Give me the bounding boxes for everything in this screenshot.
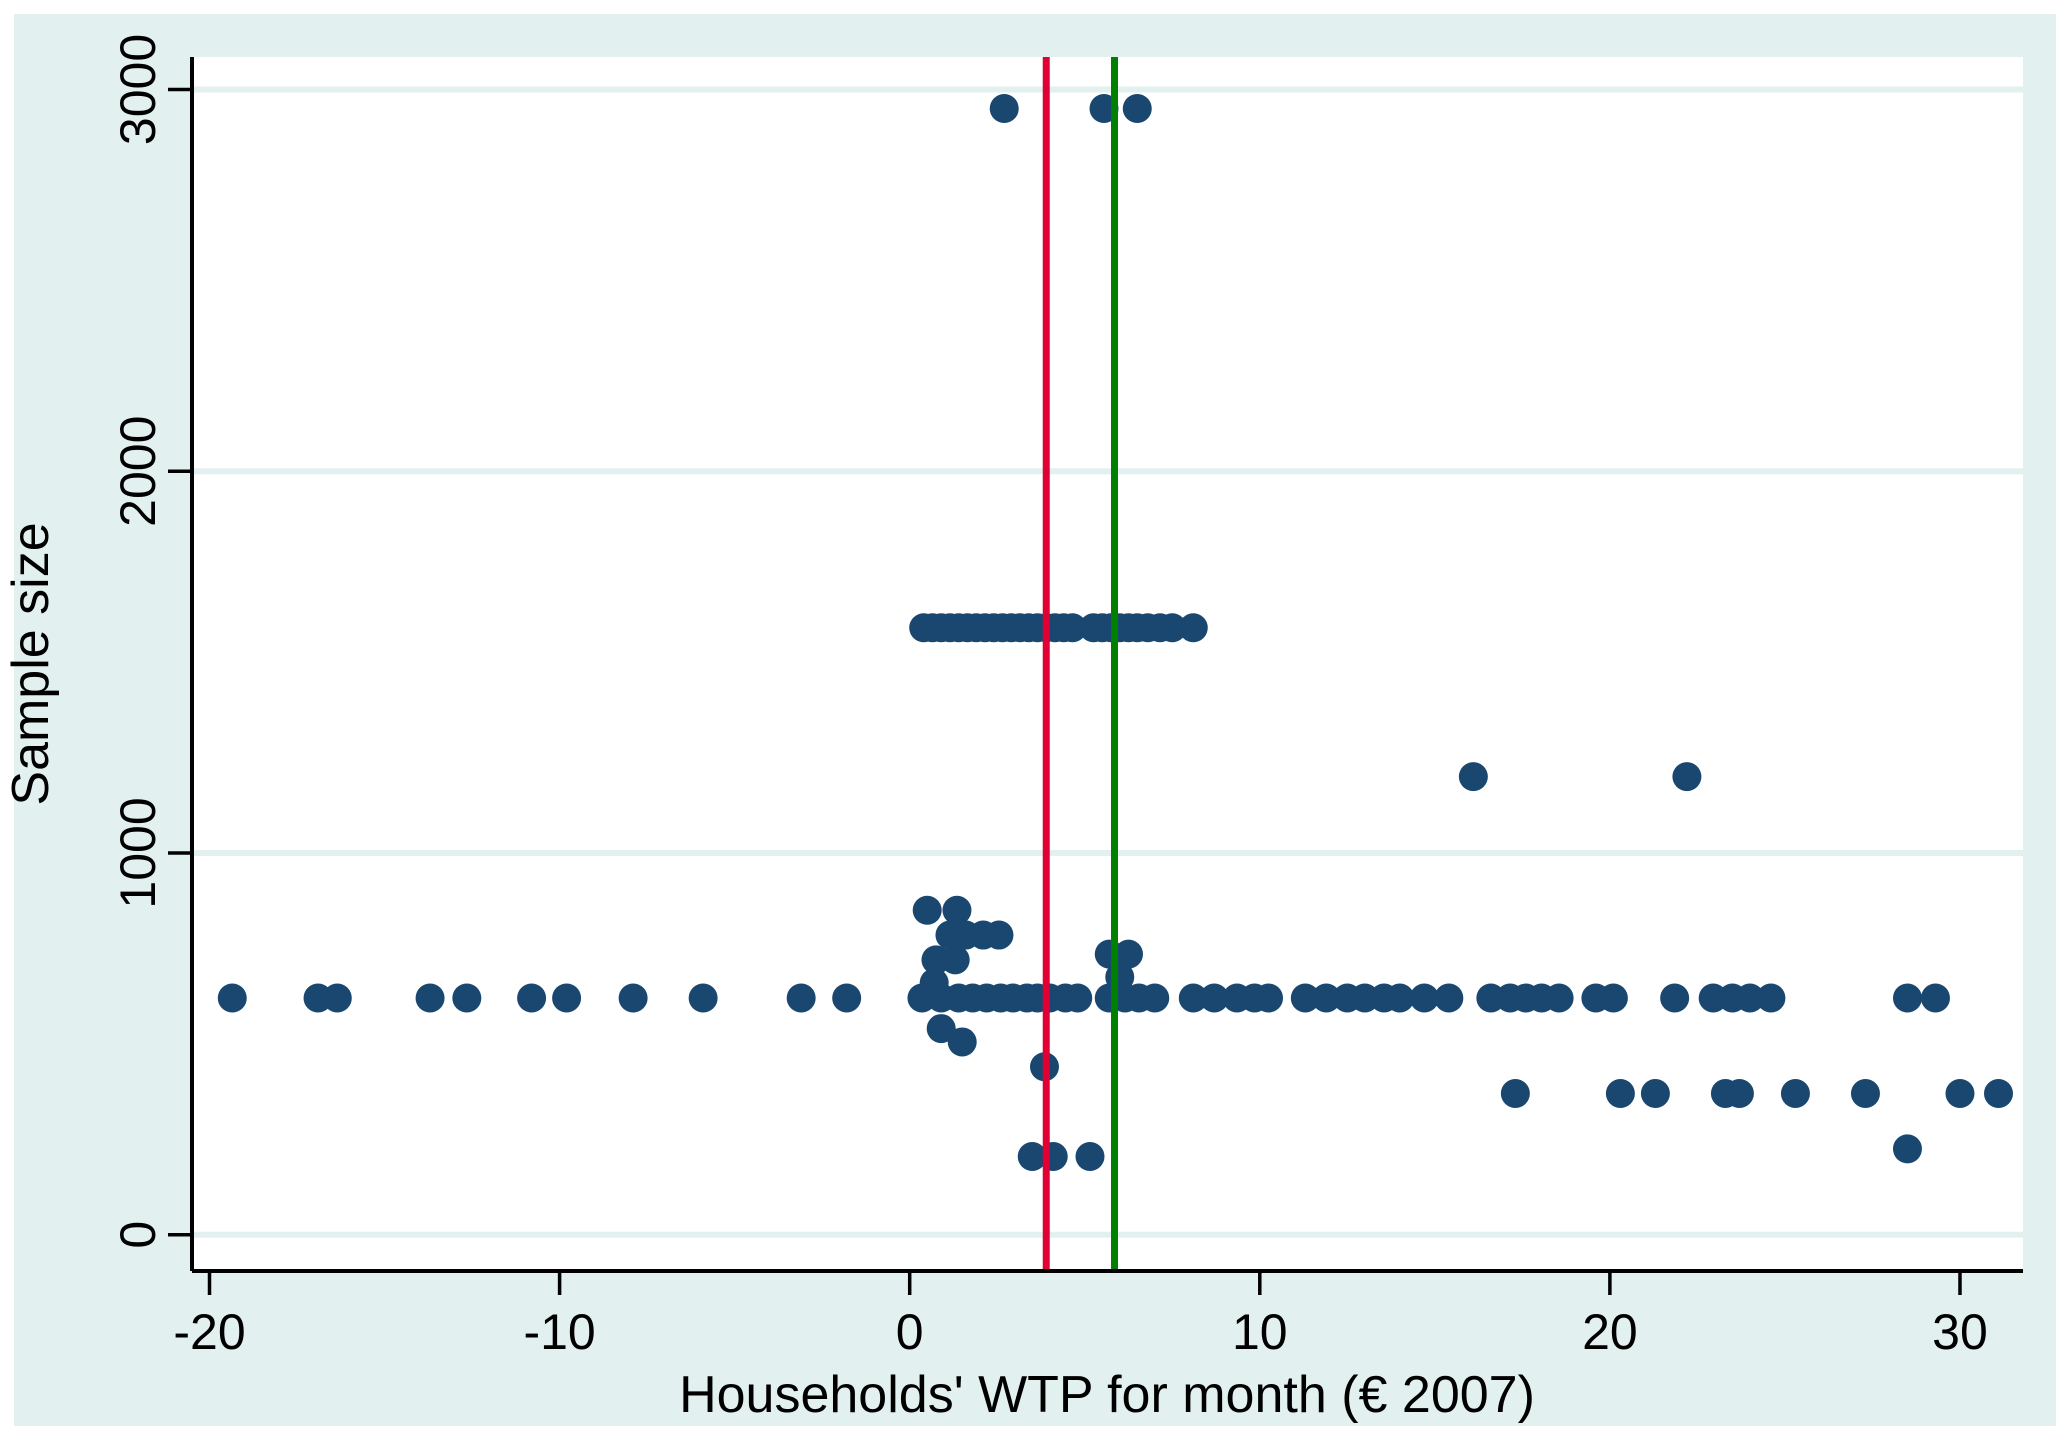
data-point <box>1063 983 1093 1013</box>
x-tick-label: -10 <box>523 1304 595 1360</box>
data-point <box>1385 983 1415 1013</box>
data-point <box>1122 94 1152 124</box>
data-point <box>688 983 718 1013</box>
data-point <box>989 94 1019 124</box>
plot-area <box>192 57 2023 1271</box>
data-point <box>1199 983 1229 1013</box>
data-point <box>942 895 972 925</box>
data-point <box>940 945 970 975</box>
data-point <box>1057 613 1087 643</box>
data-point <box>1640 1078 1670 1108</box>
data-point <box>1458 762 1488 792</box>
data-point <box>1724 1078 1754 1108</box>
x-tick-label: 10 <box>1232 1304 1288 1360</box>
data-point <box>1114 939 1144 969</box>
data-point <box>552 983 582 1013</box>
data-point <box>415 983 445 1013</box>
data-point <box>1178 983 1208 1013</box>
data-point <box>1892 1134 1922 1164</box>
data-point <box>1409 983 1439 1013</box>
data-point <box>912 895 942 925</box>
data-point <box>1983 1078 2013 1108</box>
x-tick-label: -20 <box>173 1304 245 1360</box>
data-point <box>1735 983 1765 1013</box>
data-point <box>1140 983 1170 1013</box>
data-point <box>217 983 247 1013</box>
y-tick-label: 1000 <box>110 797 166 908</box>
data-point <box>1850 1078 1880 1108</box>
tick-labels: -20 -10 0 10 20 30 0 1000 2000 3000 <box>110 34 1988 1360</box>
x-axis-title: Households' WTP for month (€ 2007) <box>679 1366 1535 1424</box>
x-tick-label: 0 <box>896 1304 924 1360</box>
data-point <box>1178 613 1208 643</box>
data-point <box>1920 983 1950 1013</box>
gridlines <box>192 86 2023 1238</box>
data-point <box>984 920 1014 950</box>
data-point <box>832 983 862 1013</box>
data-point <box>1544 983 1574 1013</box>
y-tick-label: 2000 <box>110 416 166 527</box>
data-point <box>1892 983 1922 1013</box>
reference-lines <box>1042 57 1119 1271</box>
data-point <box>1311 983 1341 1013</box>
data-point <box>786 983 816 1013</box>
data-point <box>1157 613 1187 643</box>
data-point <box>452 983 482 1013</box>
data-point <box>1945 1078 1975 1108</box>
data-point <box>618 983 648 1013</box>
data-point <box>322 983 352 1013</box>
data-point <box>1500 1078 1530 1108</box>
data-point <box>1756 983 1786 1013</box>
y-axis-title: Sample size <box>2 522 60 805</box>
x-tick-label: 20 <box>1582 1304 1638 1360</box>
data-point <box>1672 762 1702 792</box>
data-point <box>1605 1078 1635 1108</box>
data-point <box>1017 1141 1047 1171</box>
data-point <box>1075 1141 1105 1171</box>
y-tick-label: 0 <box>110 1221 166 1249</box>
data-point <box>1254 983 1284 1013</box>
data-point <box>1660 983 1690 1013</box>
data-point <box>1434 983 1464 1013</box>
data-point <box>517 983 547 1013</box>
x-tick-label: 30 <box>1932 1304 1988 1360</box>
data-point <box>1598 983 1628 1013</box>
data-point <box>926 1014 956 1044</box>
data-point <box>947 1027 977 1057</box>
axes <box>168 57 2023 1295</box>
y-tick-label: 3000 <box>110 34 166 145</box>
data-point <box>1290 983 1320 1013</box>
data-point <box>1780 1078 1810 1108</box>
